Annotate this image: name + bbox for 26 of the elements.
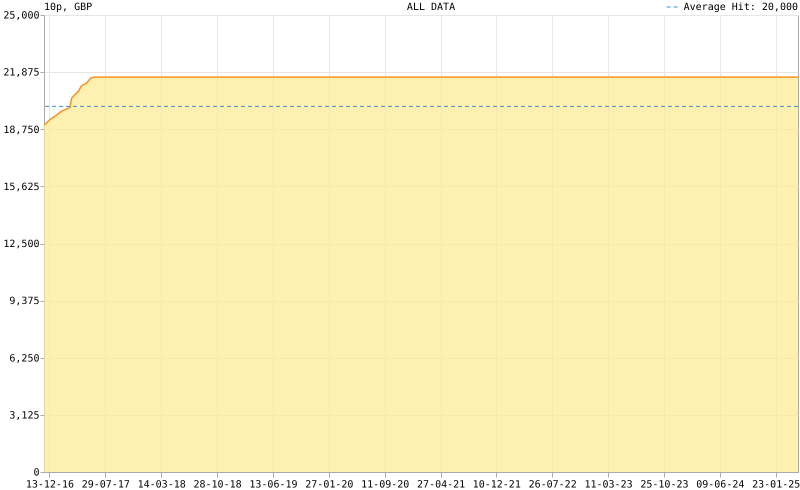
x-tick-label: 09-06-24 (696, 480, 744, 490)
x-tick-label: 13-06-19 (249, 480, 298, 490)
x-tick-label: 10-12-21 (472, 480, 521, 490)
x-tick-label: 25-10-23 (640, 480, 689, 490)
x-tick-label: 27-04-21 (417, 480, 466, 490)
legend-label: Average Hit: 20,000 (684, 2, 798, 13)
y-tick-label: 3,125 (9, 410, 40, 422)
x-tick-label: 27-01-20 (305, 480, 354, 490)
y-tick-label: 25,000 (3, 10, 40, 22)
y-tick-label: 18,750 (3, 124, 40, 136)
y-tick-label: 6,250 (9, 353, 40, 364)
x-tick-label: 14-03-18 (138, 480, 186, 490)
x-tick-label: 29-07-17 (82, 480, 130, 490)
chart-title: 10p, GBP (44, 2, 92, 13)
x-tick-label: 26-07-22 (528, 480, 577, 490)
y-tick-label: 21,875 (3, 68, 40, 79)
x-tick-label: 23-01-25 (752, 480, 800, 490)
y-tick-label: 9,375 (9, 296, 40, 308)
x-tick-label: 13-12-16 (26, 480, 74, 490)
x-tick-label: 11-03-23 (584, 480, 633, 490)
x-tick-label: 28-10-18 (193, 480, 242, 490)
y-tick-label: 0 (33, 468, 40, 478)
y-tick-label: 12,500 (3, 239, 40, 250)
y-tick-label: 15,625 (3, 182, 40, 193)
x-tick-label: 11-09-20 (361, 480, 410, 490)
chart-subtitle: ALL DATA (406, 2, 456, 13)
